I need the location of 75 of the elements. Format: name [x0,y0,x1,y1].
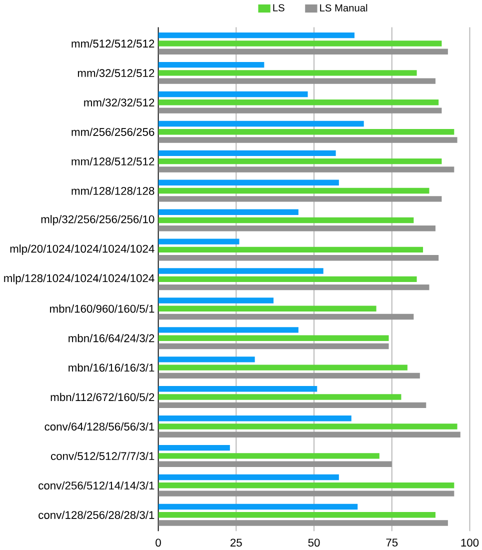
bar [158,188,430,194]
bar [158,461,392,467]
bar [158,490,454,496]
bar [158,504,358,510]
bar [158,394,402,400]
bar [158,166,454,172]
bar [158,48,448,54]
bar [158,314,414,320]
y-tick-label: mlp/32/256/256/256/10 [41,215,154,226]
x-tick-label: 75 [386,538,398,546]
x-tick-label: 25 [230,538,242,547]
bar [158,424,458,430]
bar [158,512,436,518]
bar [158,129,454,135]
bar [158,482,454,488]
x-tick-label: 0 [155,538,161,547]
bar [158,209,298,215]
bar [158,372,420,379]
y-tick-label: mlp/128/1024/1024/1024/1024 [4,274,154,284]
y-tick-label: mm/128/128/128 [72,186,154,195]
bar [158,255,438,261]
y-tick-label: conv/512/512/7/7/3/1 [50,452,154,460]
bar [158,520,448,526]
bar [158,238,240,244]
y-tick-label: mm/512/512/512 [72,39,154,48]
y-tick-label: mbn/160/960/160/5/1 [50,304,154,313]
bar [158,306,376,312]
bar [158,284,430,290]
bar [158,444,230,451]
bar [158,298,274,304]
bar [158,386,317,392]
bar [158,217,414,224]
bar [158,335,389,341]
y-tick-label: mm/256/256/256 [72,128,154,136]
bar [158,268,324,274]
legend-label: LS Manual [320,4,367,12]
y-tick-label: conv/256/512/14/14/3/1 [38,481,154,490]
bar [158,196,442,202]
bar [158,453,380,459]
y-tick-label: mlp/20/1024/1024/1024/1024 [10,244,154,255]
bar [158,246,423,253]
bar [158,402,426,408]
y-tick-label: mbn/16/16/16/3/1 [68,363,154,372]
bar [158,356,255,362]
bar [158,137,458,143]
bar [158,432,460,438]
bar [158,226,436,232]
bar [158,150,336,156]
bar [158,40,442,46]
bar [158,415,352,422]
bar [158,364,408,370]
y-tick-label: conv/128/256/28/28/3/1 [38,510,154,519]
bar [158,474,339,480]
x-tick-label: 50 [308,538,320,547]
bar [158,70,417,76]
y-tick-label: conv/64/128/56/56/3/1 [44,422,154,431]
bar [158,276,417,282]
y-tick-label: mm/32/512/512 [78,68,154,78]
bar [158,100,438,106]
y-tick-label: mbn/16/64/24/3/2 [68,334,154,342]
bar [158,62,264,68]
bar [158,343,389,350]
y-tick-label: mm/128/512/512 [72,157,154,166]
bar [158,327,298,333]
y-tick-label: mm/32/32/512 [84,98,154,106]
bar [158,32,354,38]
bar [158,108,442,114]
legend-label: LS [273,4,284,12]
bar [158,78,436,84]
x-tick-label: 100 [461,538,478,547]
y-tick-label: mbn/112/672/160/5/2 [50,392,154,402]
bar [158,180,339,186]
bar [158,120,364,127]
bar [158,158,442,164]
bar [158,91,308,98]
